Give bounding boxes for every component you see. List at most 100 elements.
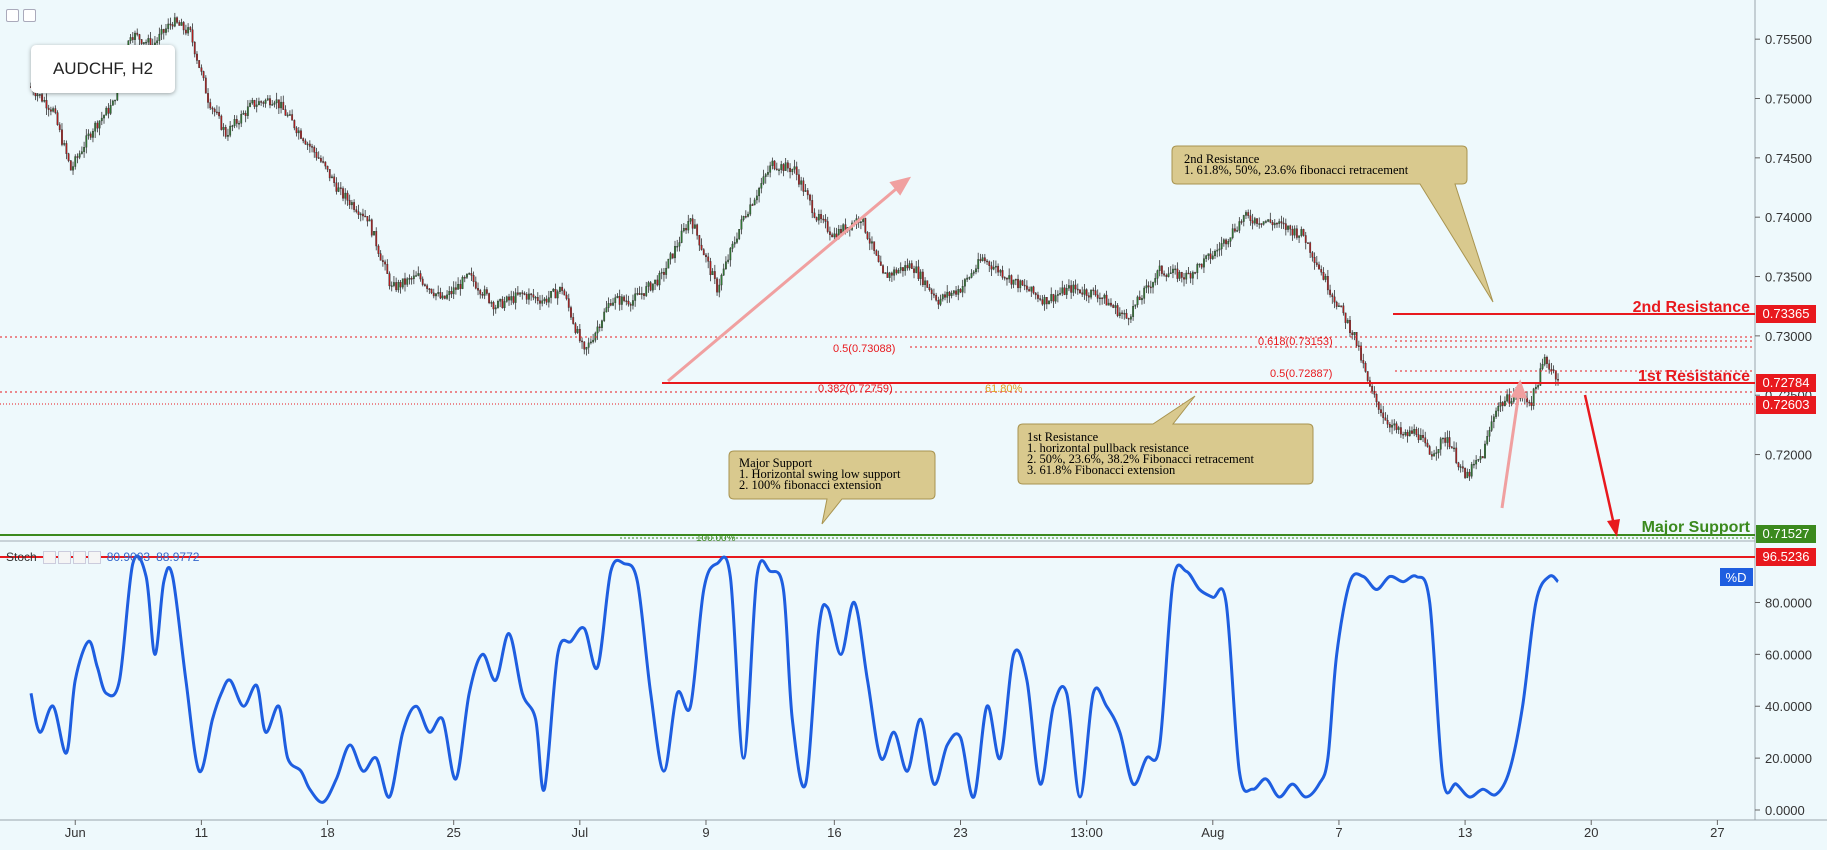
candle-body xyxy=(1422,435,1424,438)
candle-body xyxy=(244,112,247,116)
time-tick-label: 13 xyxy=(1458,825,1472,840)
candle-body xyxy=(939,298,942,305)
candle-body xyxy=(979,259,982,261)
candle-body xyxy=(381,260,384,263)
candle-body xyxy=(129,37,132,42)
eye-icon[interactable] xyxy=(42,550,56,564)
candle-body xyxy=(952,290,955,294)
callout-res2-line1: 1. 61.8%, 50%, 23.6% fibonacci retraceme… xyxy=(1184,163,1409,177)
candle-body xyxy=(1282,222,1285,225)
candle-body xyxy=(306,143,309,146)
candle-body xyxy=(917,266,920,279)
resistance2-badge xyxy=(1756,305,1816,323)
symbol-label[interactable]: AUDCHF, H2 xyxy=(31,45,175,93)
candle-body xyxy=(1200,263,1203,268)
remove-icon[interactable] xyxy=(87,550,101,564)
back-icon[interactable] xyxy=(23,9,36,22)
settings-icon[interactable] xyxy=(57,550,71,564)
candle-body xyxy=(822,218,825,221)
callout-res1-line1: 1. horizontal pullback resistance xyxy=(1027,441,1189,455)
candle-body xyxy=(749,204,752,215)
candle-body xyxy=(1289,225,1292,230)
candle-body xyxy=(78,153,81,158)
candle-body xyxy=(1484,443,1486,459)
candle-body xyxy=(1550,369,1553,371)
candle-body xyxy=(634,293,637,301)
time-tick-label: Jul xyxy=(572,825,589,840)
candle-body xyxy=(1388,424,1391,428)
last-price: 0.72603 xyxy=(1763,397,1810,412)
candle-body xyxy=(1034,292,1037,296)
candle-body xyxy=(736,238,738,243)
candle-body xyxy=(1415,428,1418,435)
candle-body xyxy=(614,297,617,304)
candle-body xyxy=(1050,294,1053,302)
candle-body xyxy=(1371,385,1374,392)
stoch-legend[interactable]: Stoch 80.9003 88.9772 xyxy=(6,550,199,564)
callout-res1[interactable]: 1st Resistance 1. horizontal pullback re… xyxy=(1017,395,1314,485)
candle-body xyxy=(47,107,50,110)
forecast-arrowhead xyxy=(1607,519,1620,537)
candle-body xyxy=(638,293,641,295)
candle-body xyxy=(543,298,546,301)
candle-body xyxy=(72,166,74,171)
candle-body xyxy=(200,67,203,72)
candle-body xyxy=(313,146,316,153)
candle-body xyxy=(1446,437,1449,443)
candle-body xyxy=(370,219,373,236)
candle-body xyxy=(415,275,417,277)
candle-body xyxy=(1504,400,1506,406)
candle-body xyxy=(147,38,150,43)
candle-body xyxy=(1074,284,1077,290)
candle-body xyxy=(1154,278,1157,283)
candle-body xyxy=(1477,459,1480,461)
candle-body xyxy=(1118,312,1121,316)
candle-body xyxy=(242,112,245,115)
candle-body xyxy=(346,192,349,201)
candle-body xyxy=(587,342,590,348)
fib-label-05b: 0.5(0.72887) xyxy=(1270,368,1332,380)
candle-body xyxy=(1076,288,1079,291)
callout-res2[interactable]: 2nd Resistance 1. 61.8%, 50%, 23.6% fibo… xyxy=(1171,145,1494,303)
add-icon[interactable] xyxy=(72,550,86,564)
candle-body xyxy=(134,32,136,40)
candle-body xyxy=(448,291,451,296)
candle-body xyxy=(926,280,929,288)
candle-body xyxy=(733,242,736,245)
candle-body xyxy=(764,174,767,177)
candle-body xyxy=(525,293,528,300)
candle-body xyxy=(472,275,475,282)
candle-body xyxy=(315,152,318,158)
candle-body xyxy=(492,302,495,310)
candle-body xyxy=(1428,446,1431,455)
candle-body xyxy=(326,165,329,170)
candle-body xyxy=(1085,289,1088,296)
candle-body xyxy=(1218,248,1221,251)
candle-body xyxy=(176,17,178,23)
candle-body xyxy=(107,107,110,114)
candle-body xyxy=(1552,369,1555,372)
candle-body xyxy=(1278,221,1281,224)
collapse-icon[interactable] xyxy=(6,9,19,22)
candle-body xyxy=(547,297,550,303)
candle-body xyxy=(63,143,66,145)
candle-body xyxy=(1260,223,1263,225)
candle-body xyxy=(362,213,364,217)
candle-body xyxy=(269,98,271,106)
candle-body xyxy=(1063,287,1066,295)
candle-body xyxy=(678,242,681,247)
candle-body xyxy=(512,296,515,303)
candle-body xyxy=(379,253,382,261)
candle-body xyxy=(658,273,661,286)
candle-body xyxy=(364,215,367,218)
candle-body xyxy=(705,254,707,258)
candle-body xyxy=(1375,394,1378,403)
candle-body xyxy=(1417,434,1420,441)
support-badge xyxy=(1756,525,1816,543)
candle-body xyxy=(1234,228,1236,232)
callout-support[interactable]: Major Support 1. Horizontal swing low su… xyxy=(728,450,936,525)
candle-body xyxy=(919,271,922,279)
candle-body xyxy=(893,269,896,276)
candle-body xyxy=(1430,454,1433,457)
